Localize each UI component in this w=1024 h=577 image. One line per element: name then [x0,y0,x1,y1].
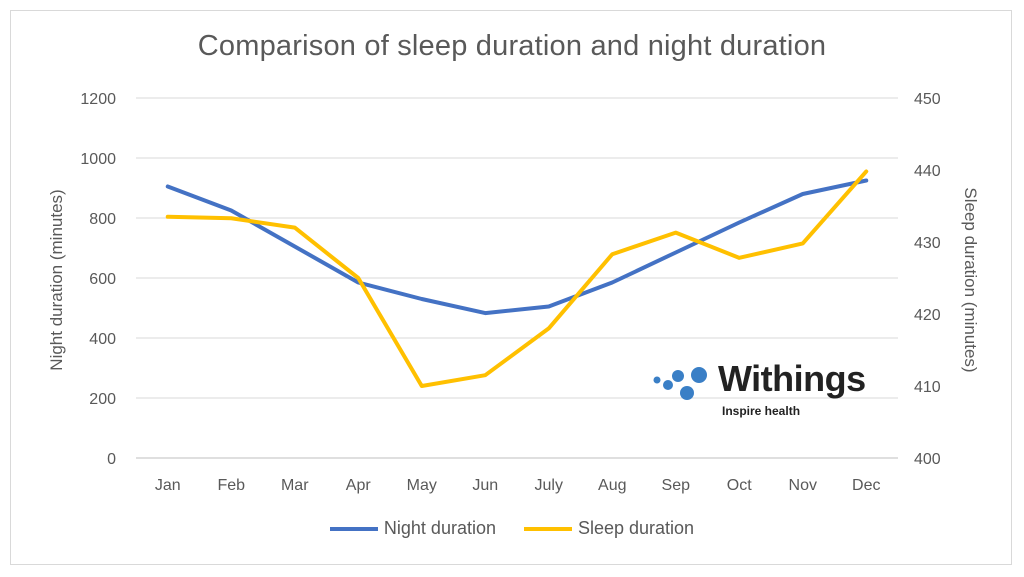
y-tick-label-left: 800 [89,211,116,228]
y-axis-title-right: Sleep duration (minutes) [961,187,980,373]
x-tick-label: Nov [789,477,817,494]
legend-label-night: Night duration [383,518,496,538]
y-tick-label-left: 1200 [80,91,116,108]
legend-label-sleep: Sleep duration [577,518,695,538]
legend-item-sleep: Sleep duration [523,518,695,539]
y-tick-label-right: 430 [914,235,941,252]
x-tick-label: Jun [472,477,498,494]
legend-item-night: Night duration [329,518,496,539]
y-tick-label-left: 600 [89,271,116,288]
withings-logo: Withings Inspire health [650,358,875,424]
y-tick-label-left: 1000 [80,151,116,168]
y-tick-label-right: 400 [914,451,941,468]
series-line-night-duration [165,178,869,316]
legend-swatch-sleep [523,526,572,531]
y-axis-title-left: Night duration (minutes) [47,189,66,371]
x-tick-label: Jan [155,477,181,494]
logo-dots-icon [653,367,707,400]
x-tick-label: Mar [281,477,309,494]
x-tick-label: Dec [852,477,880,494]
logo-wordmark: Withings [718,358,866,399]
x-tick-label: Apr [346,477,372,494]
x-tick-label: May [407,477,437,494]
y-tick-label-right: 410 [914,379,941,396]
x-tick-label: Aug [598,477,626,494]
y-tick-label-left: 400 [89,331,116,348]
x-tick-label: Oct [727,477,752,494]
x-tick-label: July [535,477,563,494]
legend: Night duration Sleep duration [0,518,1024,539]
chart-frame [10,10,1012,565]
chart-title: Comparison of sleep duration and night d… [197,30,827,62]
x-tick-label: Feb [217,477,245,494]
y-tick-label-right: 440 [914,163,941,180]
series-line-sleep-duration [165,169,869,388]
x-tick-label: Sep [662,477,691,494]
y-tick-label-right: 450 [914,91,941,108]
y-tick-label-left: 0 [107,451,116,468]
y-tick-label-left: 200 [89,391,116,408]
legend-swatch-night [329,526,378,531]
y-tick-label-right: 420 [914,307,941,324]
logo-tagline: Inspire health [722,404,801,418]
